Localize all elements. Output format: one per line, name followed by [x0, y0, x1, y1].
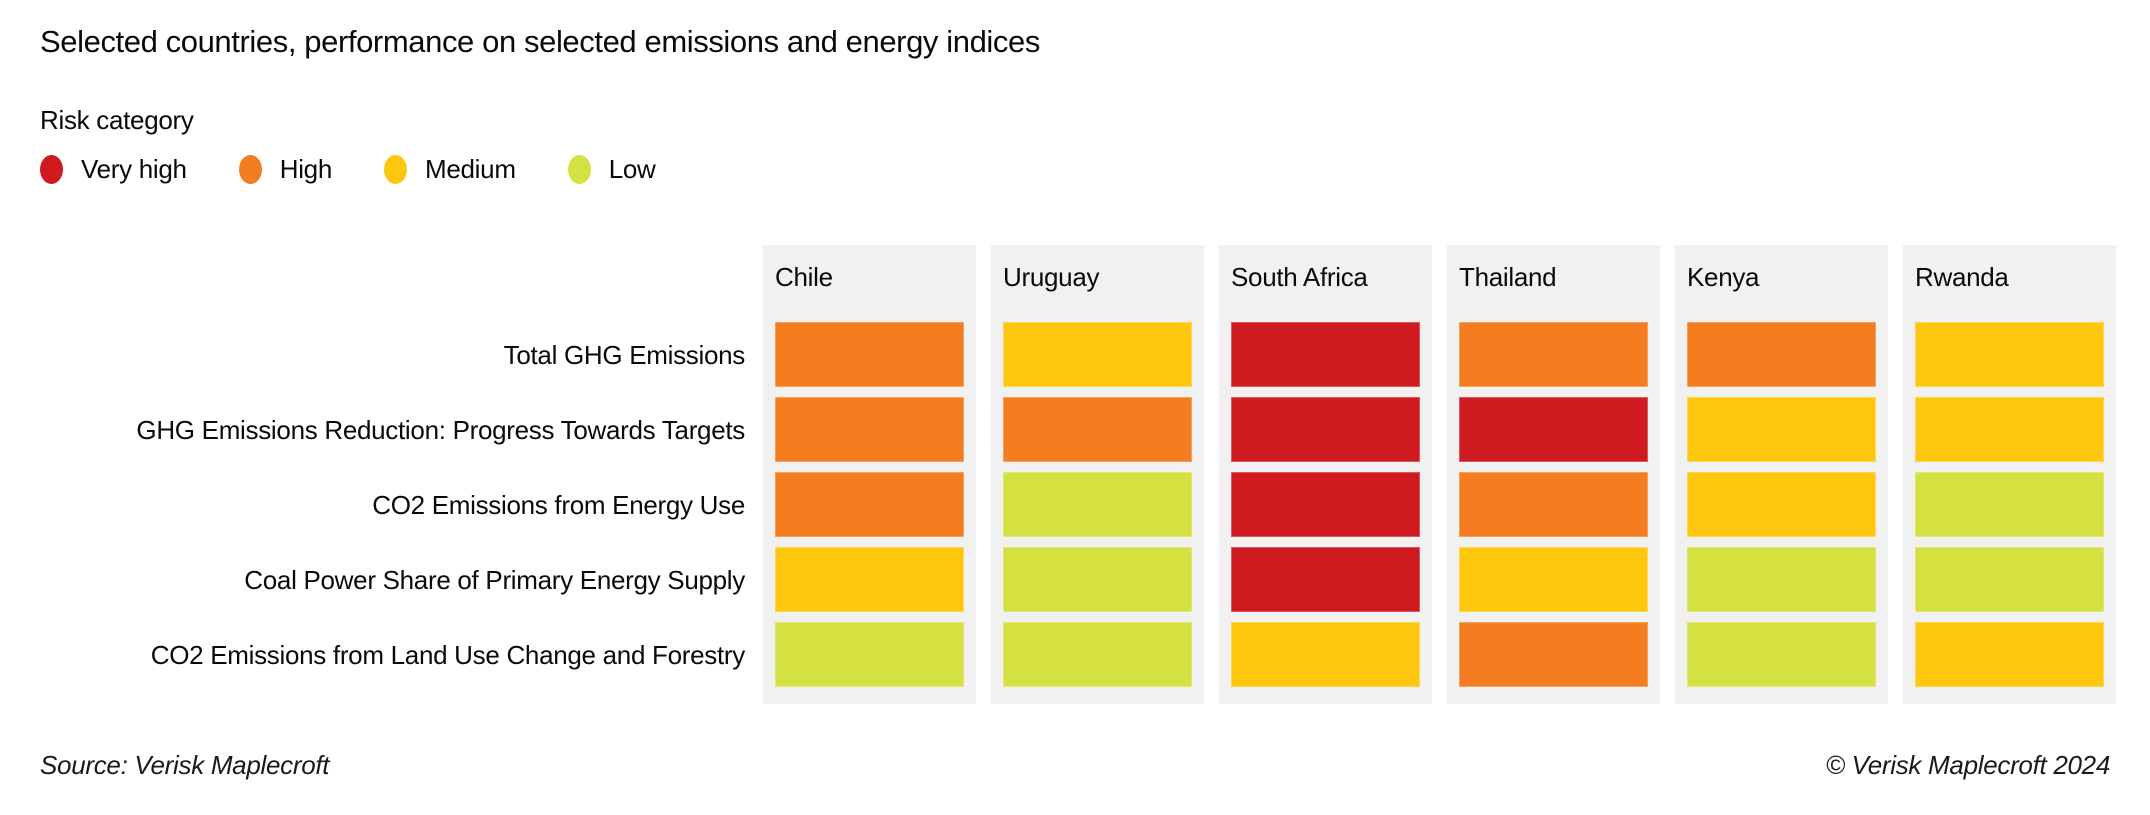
heatmap-cell-chile-coal-power-share-of-primary-energy-supply: [775, 547, 964, 612]
heatmap-cell-uruguay-co2-emissions-from-energy-use: [1003, 472, 1192, 537]
row-label-co2-emissions-from-energy-use: CO2 Emissions from Energy Use: [372, 489, 745, 520]
row-labels: Total GHG Emissions GHG Emissions Reducti…: [40, 245, 745, 704]
copyright-note: © Verisk Maplecroft 2024: [1825, 750, 2110, 780]
country-header-kenya: Kenya: [1687, 262, 1760, 292]
row-label-co2-emissions-from-land-use-change-and-forestry: CO2 Emissions from Land Use Change and F…: [150, 639, 746, 670]
heatmap-cell-thailand-co2-emissions-from-energy-use: [1459, 472, 1648, 537]
heatmap-cell-south-africa-co2-emissions-from-energy-use: [1231, 472, 1420, 537]
legend-title: Risk category: [40, 105, 194, 135]
very-high-dot-icon: [40, 154, 63, 184]
high-dot-icon: [238, 154, 262, 184]
heatmap-cell-rwanda-ghg-emissions-reduction-progress-towards-targets: [1915, 397, 2104, 462]
heatmap-cell-south-africa-total-ghg-emissions: [1231, 322, 1420, 387]
country-header-uruguay: Uruguay: [1003, 262, 1100, 292]
country-header-thailand: Thailand: [1459, 262, 1557, 292]
heatmap-cell-chile-ghg-emissions-reduction-progress-towards-targets: [775, 397, 964, 462]
country-column-uruguay: Uruguay: [991, 245, 1204, 704]
heatmap-cell-kenya-co2-emissions-from-land-use-change-and-forestry: [1687, 622, 1876, 687]
heatmap-cell-kenya-coal-power-share-of-primary-energy-supply: [1687, 547, 1876, 612]
heatmap-cell-south-africa-coal-power-share-of-primary-energy-supply: [1231, 547, 1420, 612]
heatmap-cell-rwanda-total-ghg-emissions: [1915, 322, 2104, 387]
row-label-ghg-emissions-reduction-progress-towards-targets: GHG Emissions Reduction: Progress Toward…: [136, 414, 745, 445]
chart-page: Selected countries, performance on selec…: [40, 24, 2116, 781]
risk-legend: Very high High Medium Low: [40, 152, 2110, 186]
heatmap-cell-thailand-ghg-emissions-reduction-progress-towards-targets: [1459, 397, 1648, 462]
heatmap-cell-rwanda-coal-power-share-of-primary-energy-supply: [1915, 547, 2104, 612]
row-label-total-ghg-emissions: Total GHG Emissions: [503, 339, 746, 370]
heatmap-cell-uruguay-ghg-emissions-reduction-progress-towards-targets: [1003, 397, 1192, 462]
heatmap-cell-uruguay-total-ghg-emissions: [1003, 322, 1192, 387]
page-title: Selected countries, performance on selec…: [40, 24, 1040, 59]
legend-item-label: High: [279, 153, 333, 184]
heatmap-chart: Total GHG Emissions GHG Emissions Reducti…: [40, 245, 2116, 704]
heatmap-cell-kenya-total-ghg-emissions: [1687, 322, 1876, 387]
legend-item-label: Medium: [425, 153, 516, 184]
footer: Source: Verisk Maplecroft © Verisk Maple…: [40, 750, 2110, 781]
heatmap-cell-uruguay-co2-emissions-from-land-use-change-and-forestry: [1003, 622, 1192, 687]
heatmap-cell-south-africa-co2-emissions-from-land-use-change-and-forestry: [1231, 622, 1420, 687]
heatmap-cell-kenya-co2-emissions-from-energy-use: [1687, 472, 1876, 537]
country-header-chile: Chile: [775, 262, 833, 292]
country-header-rwanda: Rwanda: [1915, 262, 2009, 292]
country-columns: Chile Uruguay South Africa Thailand Kenya Rwa…: [763, 245, 2116, 704]
medium-dot-icon: [384, 154, 407, 184]
heatmap-cell-chile-co2-emissions-from-energy-use: [775, 472, 964, 537]
heatmap-cell-kenya-ghg-emissions-reduction-progress-towards-targets: [1687, 397, 1876, 462]
country-column-chile: Chile: [763, 245, 976, 704]
heatmap-cell-chile-co2-emissions-from-land-use-change-and-forestry: [775, 622, 964, 687]
legend-item-low: Low: [567, 153, 656, 185]
legend-item-label: Low: [608, 153, 656, 184]
heatmap-cell-rwanda-co2-emissions-from-land-use-change-and-forestry: [1915, 622, 2104, 687]
heatmap-cell-thailand-coal-power-share-of-primary-energy-supply: [1459, 547, 1648, 612]
low-dot-icon: [567, 154, 591, 184]
country-column-south-africa: South Africa: [1219, 245, 1432, 704]
legend-item-label: Very high: [81, 153, 187, 184]
row-label-coal-power-share-of-primary-energy-supply: Coal Power Share of Primary Energy Suppl…: [244, 564, 745, 595]
legend-item-very-high: Very high: [40, 154, 187, 185]
legend-item-medium: Medium: [384, 154, 516, 185]
heatmap-cell-thailand-co2-emissions-from-land-use-change-and-forestry: [1459, 622, 1648, 687]
country-header-south-africa: South Africa: [1231, 262, 1368, 292]
heatmap-cell-uruguay-coal-power-share-of-primary-energy-supply: [1003, 547, 1192, 612]
heatmap-cell-thailand-total-ghg-emissions: [1459, 322, 1648, 387]
heatmap-cell-south-africa-ghg-emissions-reduction-progress-towards-targets: [1231, 397, 1420, 462]
heatmap-cell-rwanda-co2-emissions-from-energy-use: [1915, 472, 2104, 537]
heatmap-cell-chile-total-ghg-emissions: [775, 322, 964, 387]
legend-item-high: High: [238, 153, 333, 185]
source-note: Source: Verisk Maplecroft: [40, 750, 330, 780]
country-column-thailand: Thailand: [1447, 245, 1660, 704]
country-column-kenya: Kenya: [1675, 245, 1888, 704]
country-column-rwanda: Rwanda: [1903, 245, 2116, 704]
row-label-spacer: [40, 245, 745, 322]
